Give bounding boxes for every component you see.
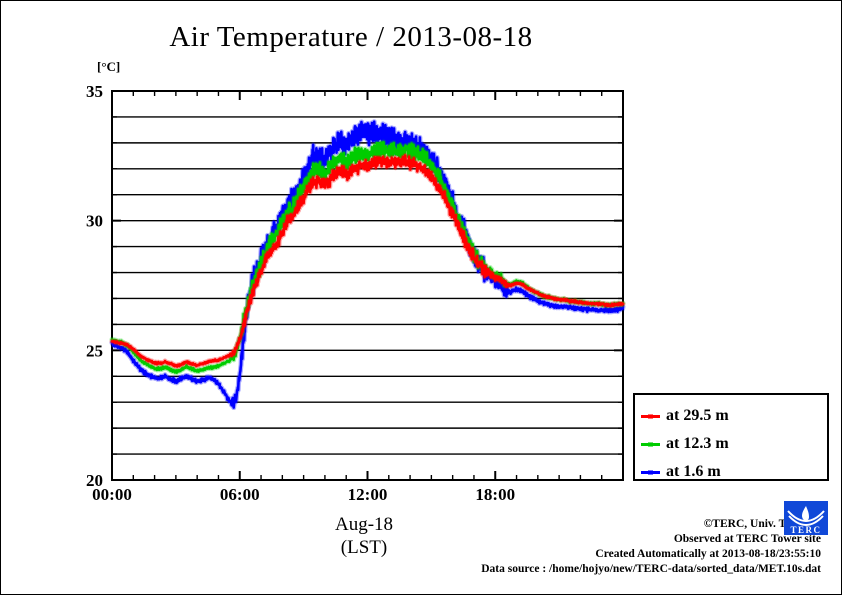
series-line-at-1-6-m xyxy=(110,120,625,409)
series-halo-0 xyxy=(109,152,626,370)
legend-label-1: at 12.3 m xyxy=(666,435,729,452)
y-tick-label: 25 xyxy=(86,341,103,360)
legend-item-2: at 1.6 m xyxy=(641,458,827,486)
legend-item-1: at 12.3 m xyxy=(641,430,827,458)
data-series-layer xyxy=(109,119,626,411)
y-tick-label: 35 xyxy=(86,82,103,101)
x-axis-title: Aug-18 (LST) xyxy=(284,513,444,559)
footer-data-source: Data source : /home/hojyo/new/TERC-data/… xyxy=(481,563,821,575)
legend-marker-blue xyxy=(648,469,653,475)
x-tick-label: 18:00 xyxy=(475,485,515,504)
footer-observation-site: Observed at TERC Tower site xyxy=(673,533,821,545)
legend-color-swatch-red xyxy=(641,411,660,422)
series-line-at-29-5-m xyxy=(110,154,625,368)
legend-label-2: at 1.6 m xyxy=(666,463,721,480)
footer-credits: ©TERC, Univ. Tsukuba Observed at TERC To… xyxy=(421,517,821,577)
legend-marker-red xyxy=(648,413,653,419)
y-tick-label: 30 xyxy=(86,212,103,231)
page-title: Air Temperature / 2013-08-18 xyxy=(169,21,533,53)
y-axis-tick-labels: 20 25 30 35 xyxy=(86,82,103,490)
chart-legend: at 29.5 m at 12.3 m at 1.6 m xyxy=(633,393,829,481)
gridlines xyxy=(112,116,623,455)
y-tick-label: 20 xyxy=(86,471,103,490)
y-axis-unit-label: [°C] xyxy=(97,59,121,74)
plot-area-border xyxy=(111,90,624,481)
series-halo-1 xyxy=(109,139,626,376)
x-axis-timezone-label: (LST) xyxy=(340,537,388,558)
footer-copyright: ©TERC, Univ. Tsukuba xyxy=(703,518,821,530)
footer-created-timestamp: Created Automatically at 2013-08-18/23:5… xyxy=(595,548,821,560)
legend-color-swatch-green xyxy=(641,439,660,450)
legend-label-0: at 29.5 m xyxy=(666,407,729,424)
x-tick-label: 06:00 xyxy=(220,485,260,504)
x-axis-date-label: Aug-18 xyxy=(334,514,394,535)
terc-logo-icon: TERC xyxy=(784,501,828,535)
legend-marker-green xyxy=(648,441,653,447)
x-tick-label: 00:00 xyxy=(92,485,132,504)
legend-color-swatch-blue xyxy=(641,467,660,478)
legend-item-0: at 29.5 m xyxy=(641,402,827,430)
terc-logo-text: TERC xyxy=(790,525,821,535)
x-axis-tick-labels: 00:00 06:00 12:00 18:00 xyxy=(92,485,515,504)
x-tick-label: 12:00 xyxy=(348,485,388,504)
series-line-at-12-3-m xyxy=(110,140,625,374)
